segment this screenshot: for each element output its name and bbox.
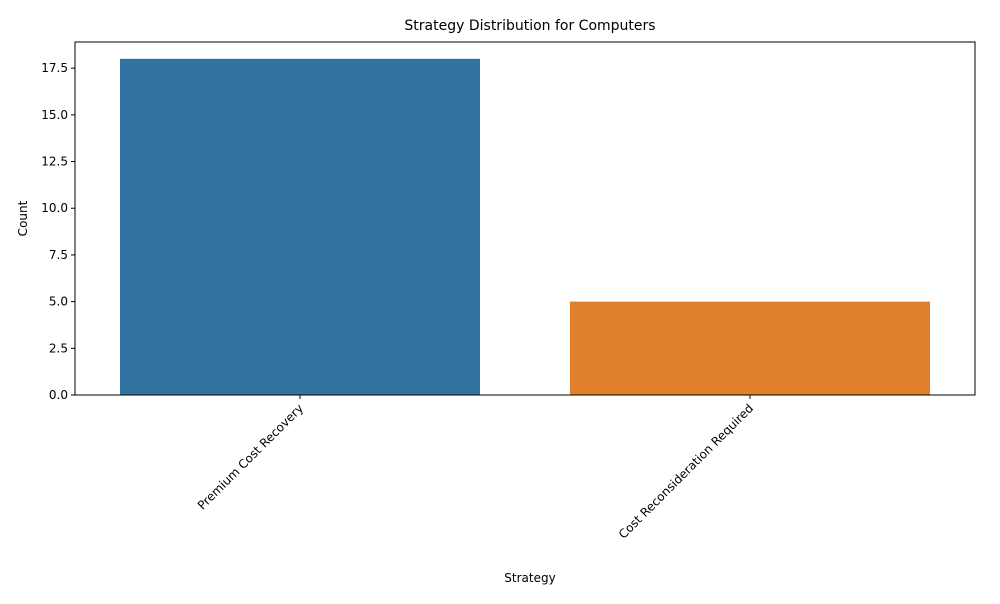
bar-1 — [120, 58, 480, 396]
y-axis-label: Count — [16, 200, 30, 236]
plot-frame — [74, 41, 976, 396]
chart-title: Strategy Distribution for Computers — [404, 18, 655, 34]
y-tick-label: 5.0 — [49, 295, 68, 309]
bars-group — [120, 58, 930, 396]
x-axis: Premium Cost Recovery Cost Reconsideratio… — [195, 395, 756, 541]
y-tick-label: 7.5 — [49, 248, 68, 262]
y-tick-label: 0.0 — [49, 388, 68, 402]
y-tick-label: 2.5 — [49, 341, 68, 355]
x-axis-label: Strategy — [504, 571, 555, 585]
y-axis: 0.0 2.5 5.0 7.5 10.0 12.5 15.0 17.5 — [41, 61, 75, 402]
y-tick-label: 10.0 — [41, 201, 68, 215]
y-tick-label: 12.5 — [41, 155, 68, 169]
y-tick-label: 15.0 — [41, 108, 68, 122]
y-tick-label: 17.5 — [41, 61, 68, 75]
x-tick-label: Premium Cost Recovery — [195, 401, 306, 512]
bar-2 — [570, 301, 930, 395]
x-tick-label: Cost Reconsideration Required — [616, 401, 756, 541]
